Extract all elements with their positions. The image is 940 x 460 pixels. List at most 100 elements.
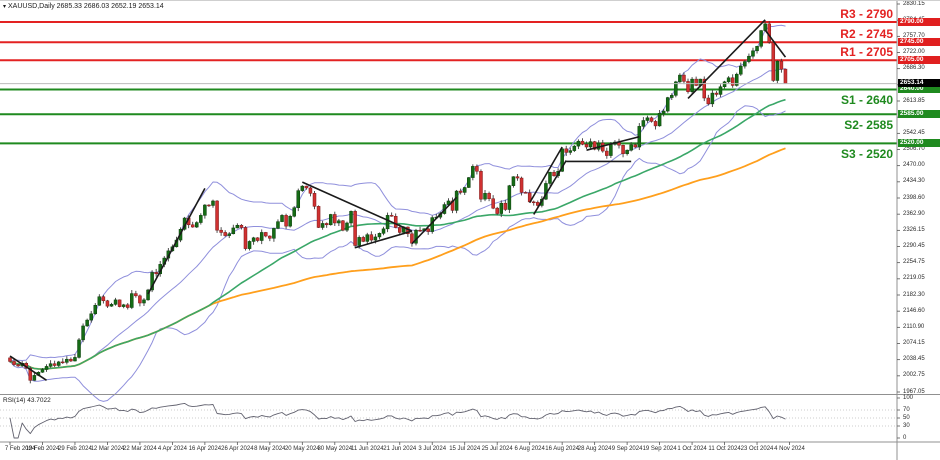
bear-candle: [324, 223, 329, 226]
date-label: 22 Mar 2024: [123, 446, 157, 452]
bull-candle: [121, 304, 126, 307]
date-label: 9 Sep 2024: [611, 446, 643, 452]
date-label: 29 Feb 2024: [58, 446, 92, 452]
bear-candle: [783, 68, 788, 84]
price-tick-label: 2290.45: [903, 243, 925, 249]
bull-candle: [97, 296, 102, 306]
trendline[interactable]: [586, 135, 640, 151]
price-badge-s3: 2520.00: [898, 139, 940, 148]
bull-candle: [288, 216, 292, 227]
trendline[interactable]: [687, 19, 766, 100]
trendline[interactable]: [533, 160, 567, 215]
bull-candle: [247, 241, 252, 249]
price-tick-label: 2038.45: [903, 356, 925, 363]
trendlines: [9, 19, 787, 382]
date-label: 15 Jul 2024: [449, 446, 481, 452]
resistance-label-r2[interactable]: R2 - 2745: [840, 27, 893, 42]
bear-candle: [117, 299, 122, 307]
bull-candle: [499, 202, 504, 214]
bear-candle: [284, 215, 288, 227]
trendline[interactable]: [147, 188, 206, 295]
bull-candle: [199, 215, 203, 223]
candlestick-series: [8, 20, 788, 384]
bull-candle: [381, 228, 386, 234]
support-label-s2[interactable]: S2- 2585: [844, 118, 893, 133]
bull-candle: [109, 304, 114, 307]
bull-candle: [259, 232, 264, 241]
support-label-s1[interactable]: S1 - 2640: [840, 93, 893, 108]
bear-candle: [316, 206, 321, 228]
bear-candle: [361, 237, 365, 242]
bull-candle: [609, 144, 613, 156]
trendline[interactable]: [411, 196, 458, 245]
bear-candle: [207, 204, 211, 207]
bull-candle: [414, 229, 418, 244]
bull-candle: [377, 233, 382, 238]
bull-candle: [734, 73, 739, 86]
bear-candle: [515, 176, 520, 179]
bull-candle: [357, 237, 361, 246]
bear-candle: [215, 200, 219, 231]
price-tick-label: 2757.70: [903, 32, 925, 39]
trendline[interactable]: [301, 181, 413, 232]
bear-candle: [341, 220, 345, 231]
bull-candle: [146, 289, 150, 301]
bull-candle: [113, 299, 118, 305]
bull-candle: [300, 185, 305, 191]
bear-candle: [706, 97, 711, 105]
trendline[interactable]: [354, 230, 413, 249]
bull-candle: [467, 177, 471, 188]
rsi-indicator-label: RSI(14) 43.7022: [3, 397, 51, 404]
price-tick-label: 2254.75: [903, 259, 925, 266]
price-tick-label: 2326.15: [903, 226, 925, 233]
trendline[interactable]: [764, 29, 787, 58]
date-label: 28 Aug 2024: [577, 446, 612, 452]
bull-candle: [130, 293, 134, 308]
trendline[interactable]: [528, 146, 563, 204]
bull-candle: [588, 141, 593, 148]
bear-candle: [312, 193, 317, 207]
date-label: 12 Mar 2024: [90, 446, 125, 452]
bull-candle: [665, 97, 670, 112]
price-tick-label: 2542.45: [903, 129, 925, 136]
bull-candle: [645, 117, 650, 121]
bear-candle: [418, 229, 422, 232]
rsi-scale-label: 0: [903, 435, 907, 441]
bear-candle: [134, 293, 138, 297]
bull-candle: [44, 366, 49, 370]
bear-candle: [52, 363, 57, 366]
price-tick-label: 2686.30: [903, 65, 925, 72]
bull-candle: [657, 113, 662, 127]
bull-candle: [32, 375, 37, 381]
price-tick-label: 2146.60: [903, 307, 925, 314]
trendline[interactable]: [9, 355, 47, 382]
price-tick-label: 2398.60: [903, 194, 925, 201]
date-label: 4 Nov 2024: [774, 446, 805, 452]
resistance-label-r1[interactable]: R1 - 2705: [840, 45, 893, 60]
support-label-s3[interactable]: S3 - 2520: [840, 147, 893, 162]
bull-candle: [507, 185, 512, 210]
bull-candle: [755, 46, 759, 52]
bull-candle: [446, 200, 451, 205]
bull-candle: [560, 148, 564, 172]
symbol-menu-icon[interactable]: ▾: [3, 4, 7, 10]
bear-candle: [653, 121, 658, 127]
bull-candle: [65, 358, 69, 363]
price-badge-s1: 2640.00: [898, 85, 940, 94]
bear-candle: [552, 171, 556, 177]
bear-candle: [264, 232, 268, 237]
bull-candle: [759, 30, 763, 47]
price-badge-r1: 2705.00: [898, 56, 940, 65]
bear-candle: [523, 192, 528, 194]
resistance-label-r3[interactable]: R3 - 2790: [840, 7, 893, 22]
date-label: 19 Feb 2024: [25, 446, 60, 452]
date-label: 21 Jun 2024: [383, 446, 417, 452]
bull-candle: [462, 187, 467, 193]
bull-candle: [548, 171, 552, 184]
bear-candle: [682, 74, 686, 82]
bear-candle: [702, 78, 707, 99]
bull-candle: [373, 236, 378, 241]
bull-candle: [674, 81, 678, 96]
